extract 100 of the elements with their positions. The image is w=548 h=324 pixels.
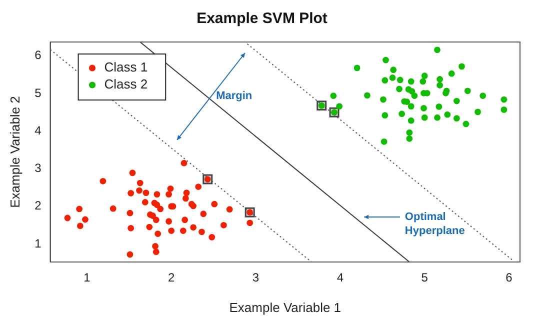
y-tick-label: 6 (34, 48, 42, 62)
point (390, 66, 397, 74)
point (382, 77, 388, 84)
point (167, 185, 174, 192)
point (458, 63, 465, 70)
point (136, 180, 144, 186)
point (128, 224, 134, 232)
point (208, 234, 216, 240)
point (154, 230, 162, 237)
point (382, 112, 388, 119)
x-tick-label: 6 (506, 270, 513, 285)
point (128, 190, 134, 196)
legend-label: Class 1 (104, 60, 148, 75)
point (434, 114, 440, 121)
point (380, 96, 386, 103)
point (190, 224, 196, 231)
point (382, 56, 389, 64)
point (100, 178, 106, 184)
point (480, 92, 486, 99)
point (129, 170, 136, 176)
y-tick-label: 3 (34, 161, 42, 176)
point (396, 76, 404, 84)
legend-label: Class 2 (104, 76, 148, 92)
point (420, 78, 426, 85)
point (182, 195, 189, 202)
point (396, 86, 402, 92)
y-axis-title: Example Variable 2 (7, 96, 22, 208)
y-tick-label: 4 (34, 123, 42, 138)
point (453, 98, 460, 104)
x-axis-title: Example Variable 1 (229, 300, 342, 315)
point (76, 222, 84, 230)
point (152, 248, 160, 256)
point (166, 191, 172, 198)
point (364, 92, 370, 99)
point (64, 214, 71, 222)
point (152, 216, 160, 224)
point (220, 222, 227, 228)
point (421, 72, 428, 80)
point (420, 104, 427, 112)
point (474, 108, 481, 116)
point (330, 92, 337, 99)
point (246, 220, 254, 226)
y-tick-label: 1 (34, 236, 42, 250)
chart-title: Example SVM Plot (196, 10, 328, 28)
point (448, 70, 455, 77)
annotation: Optimal Hyperplane (404, 210, 465, 237)
point (462, 120, 470, 128)
point (142, 199, 148, 206)
x-tick-label: 5 (421, 270, 428, 285)
point (180, 228, 186, 234)
point (152, 243, 158, 250)
annotation: Margin (216, 90, 252, 102)
y-tick-label: 5 (34, 86, 42, 100)
point (157, 206, 164, 212)
point (406, 129, 413, 136)
point (500, 96, 508, 103)
point (408, 78, 414, 85)
point (464, 88, 471, 94)
point (110, 205, 116, 212)
point (434, 46, 440, 54)
point (408, 103, 414, 110)
point (150, 212, 156, 219)
point (444, 111, 451, 118)
x-tick-label: 2 (168, 270, 175, 285)
point (336, 103, 343, 110)
point (183, 190, 190, 196)
point (154, 191, 160, 198)
x-tick-label: 4 (336, 270, 344, 285)
point (168, 228, 175, 234)
point (200, 210, 207, 218)
point (408, 117, 414, 124)
point (195, 184, 202, 190)
x-tick-label: 3 (252, 270, 260, 285)
point (421, 114, 428, 121)
point (82, 216, 88, 223)
point (436, 76, 443, 82)
point (406, 135, 413, 142)
point (154, 202, 160, 208)
point (398, 110, 406, 118)
point (136, 187, 142, 194)
point (226, 206, 233, 213)
point (211, 200, 218, 208)
point (198, 228, 205, 236)
point (76, 206, 83, 212)
point (354, 64, 360, 72)
point (146, 224, 153, 230)
point (126, 251, 134, 258)
point (126, 210, 134, 216)
x-tick-label: 1 (84, 270, 91, 285)
point (166, 218, 172, 225)
point (436, 82, 443, 88)
point (411, 92, 418, 99)
point (380, 138, 388, 145)
point (182, 216, 188, 224)
point (500, 106, 508, 113)
point (180, 160, 188, 166)
point (389, 74, 396, 81)
y-tick-label: 2 (34, 198, 42, 213)
point (436, 103, 442, 110)
point (453, 115, 460, 122)
